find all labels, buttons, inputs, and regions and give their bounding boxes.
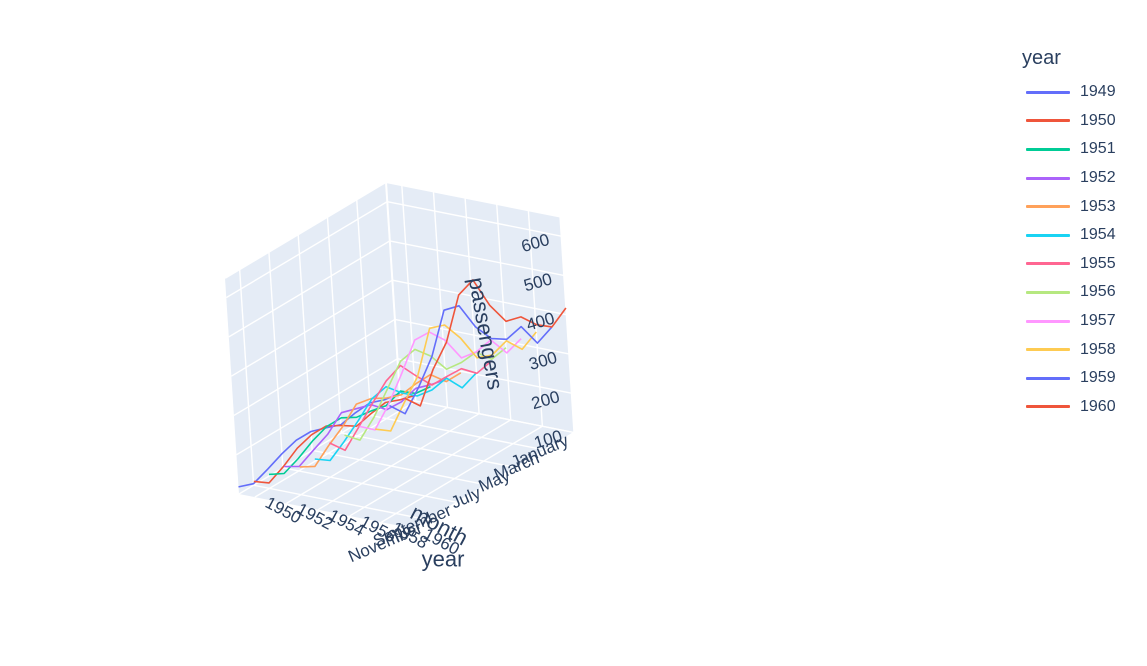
series-line-1955[interactable] bbox=[329, 360, 492, 452]
gridline bbox=[228, 240, 391, 338]
legend-swatch bbox=[1026, 348, 1070, 352]
legend-item-1960[interactable]: 1960 bbox=[1022, 393, 1142, 422]
legend-item-1951[interactable]: 1951 bbox=[1022, 135, 1142, 164]
legend-swatch bbox=[1026, 205, 1070, 209]
gridline bbox=[286, 406, 448, 505]
legend-item-1958[interactable]: 1958 bbox=[1022, 335, 1142, 364]
legend-label: 1958 bbox=[1080, 340, 1116, 358]
legend-title: year bbox=[1022, 47, 1061, 69]
legend-label: 1959 bbox=[1080, 369, 1116, 387]
legend-item-1956[interactable]: 1956 bbox=[1022, 278, 1142, 307]
gridline bbox=[559, 216, 575, 433]
gridline bbox=[297, 234, 313, 451]
gridline bbox=[412, 431, 575, 530]
gridline bbox=[282, 467, 458, 504]
gridline bbox=[397, 358, 572, 394]
series-line-1954[interactable] bbox=[314, 372, 477, 462]
gridline bbox=[356, 199, 372, 416]
legend-item-1959[interactable]: 1959 bbox=[1022, 364, 1142, 393]
gridline bbox=[236, 358, 398, 456]
legend-swatch bbox=[1026, 319, 1070, 323]
gridline bbox=[401, 185, 417, 402]
legend-label: 1953 bbox=[1080, 197, 1116, 215]
gridline bbox=[389, 240, 564, 277]
legend-label: 1950 bbox=[1080, 111, 1116, 129]
gridline bbox=[268, 251, 284, 468]
pane-edge bbox=[224, 181, 387, 279]
legend-item-1957[interactable]: 1957 bbox=[1022, 307, 1142, 336]
gridline bbox=[387, 200, 562, 237]
legend-swatch bbox=[1026, 176, 1070, 180]
legend-swatch bbox=[1026, 262, 1070, 266]
gridline bbox=[432, 191, 449, 408]
series-line-1960[interactable] bbox=[404, 279, 567, 407]
gridline bbox=[233, 318, 396, 417]
legend-swatch bbox=[1026, 90, 1070, 94]
gridline bbox=[370, 414, 545, 451]
legend-swatch bbox=[1026, 119, 1070, 123]
legend-item-1953[interactable]: 1953 bbox=[1022, 192, 1142, 221]
gridline bbox=[238, 269, 255, 486]
legend-label: 1957 bbox=[1080, 312, 1116, 330]
gridline bbox=[527, 210, 544, 427]
legend-swatch bbox=[1026, 147, 1070, 151]
gridline bbox=[496, 203, 512, 420]
gridline bbox=[464, 197, 480, 414]
legend: year 1949 1950 1951 1952 1953 1954 1955 1956 195… bbox=[1022, 46, 1142, 421]
pane-edge bbox=[385, 181, 401, 399]
gridline bbox=[225, 201, 388, 299]
x-axis-title: year bbox=[422, 546, 465, 571]
scene: 195019521954195619581960JanuaryMarchMayJ… bbox=[224, 181, 575, 571]
legend-item-1949[interactable]: 1949 bbox=[1022, 78, 1142, 107]
pane-edge bbox=[385, 181, 561, 218]
gridline bbox=[326, 216, 343, 433]
legend-item-1952[interactable]: 1952 bbox=[1022, 164, 1142, 193]
legend-swatch bbox=[1026, 376, 1070, 380]
legend-swatch bbox=[1026, 233, 1070, 237]
gridline bbox=[238, 397, 401, 495]
legend-label: 1955 bbox=[1080, 254, 1116, 272]
legend-label: 1960 bbox=[1080, 397, 1116, 415]
legend-item-1954[interactable]: 1954 bbox=[1022, 221, 1142, 250]
gridline bbox=[253, 484, 428, 521]
legend-item-1950[interactable]: 1950 bbox=[1022, 107, 1142, 136]
legend-label: 1951 bbox=[1080, 140, 1116, 158]
series-line-1958[interactable] bbox=[375, 324, 537, 432]
gridline bbox=[392, 279, 567, 316]
legend-label: 1949 bbox=[1080, 83, 1116, 101]
floor-pane bbox=[239, 398, 574, 529]
gridline bbox=[254, 400, 417, 498]
legend-label: 1952 bbox=[1080, 169, 1116, 187]
gridline bbox=[394, 318, 570, 355]
gridline bbox=[231, 279, 393, 377]
series-line-1959[interactable] bbox=[389, 304, 553, 415]
gridline bbox=[399, 397, 575, 434]
series-line-1953[interactable] bbox=[299, 372, 462, 468]
gridline bbox=[349, 419, 512, 517]
gridline bbox=[341, 432, 516, 469]
gridline bbox=[312, 449, 487, 486]
legend-label: 1956 bbox=[1080, 283, 1116, 301]
legend-swatch bbox=[1026, 290, 1070, 294]
gridline bbox=[381, 425, 543, 523]
legend-item-1955[interactable]: 1955 bbox=[1022, 250, 1142, 279]
gridline bbox=[317, 413, 480, 511]
legend-swatch bbox=[1026, 405, 1070, 409]
legend-label: 1954 bbox=[1080, 226, 1116, 244]
